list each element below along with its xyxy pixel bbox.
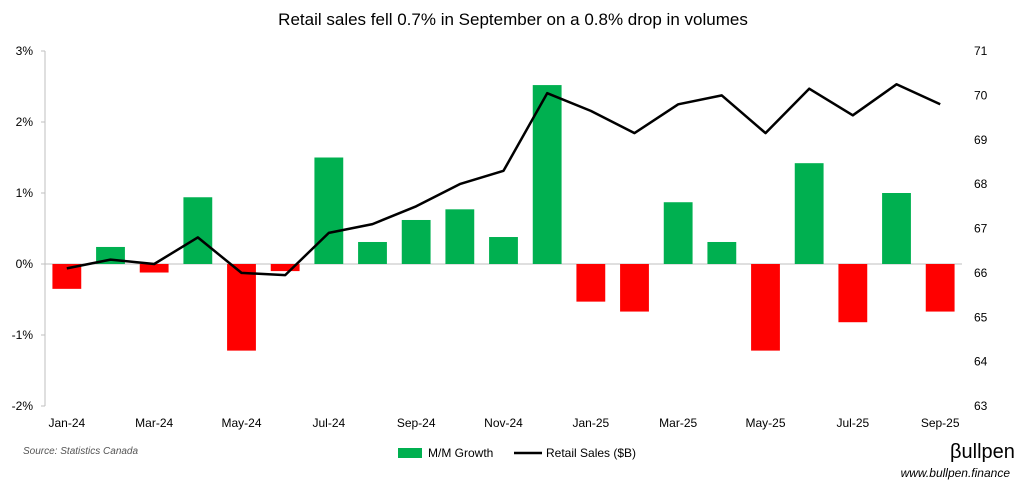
bar-Jun-24 <box>270 264 300 272</box>
right-tick-label: 67 <box>974 222 988 236</box>
bar-Aug-24 <box>358 241 387 264</box>
bar-Jun-25 <box>794 163 824 264</box>
right-tick-label: 68 <box>974 177 988 191</box>
left-tick-label: 1% <box>16 186 34 200</box>
x-tick-label: Mar-24 <box>135 416 173 430</box>
bar-Feb-25 <box>620 264 649 312</box>
bar-Sep-24 <box>401 219 431 264</box>
bar-Nov-24 <box>489 237 518 264</box>
bar-May-24 <box>227 264 256 351</box>
x-tick-label: Jan-24 <box>48 416 85 430</box>
right-tick-label: 64 <box>974 355 988 369</box>
bar-Dec-24 <box>532 85 562 264</box>
right-tick-label: 63 <box>974 399 988 413</box>
x-tick-label: Mar-25 <box>659 416 697 430</box>
x-tick-label: Nov-24 <box>484 416 523 430</box>
left-tick-label: -1% <box>12 328 34 342</box>
x-tick-label: May-25 <box>745 416 785 430</box>
x-tick-label: Jan-25 <box>572 416 609 430</box>
x-tick-label: Sep-25 <box>921 416 960 430</box>
bar-Mar-25 <box>663 202 693 264</box>
right-tick-label: 69 <box>974 133 988 147</box>
legend-label-sales: Retail Sales ($B) <box>546 446 636 460</box>
legend-label-growth: M/M Growth <box>428 446 493 460</box>
bar-Aug-25 <box>882 193 911 264</box>
x-tick-label: Jul-25 <box>836 416 869 430</box>
bullpen-logo: βullpen <box>950 441 1015 463</box>
bar-Apr-24 <box>183 197 213 264</box>
bar-Oct-24 <box>445 209 475 264</box>
x-tick-label: Sep-24 <box>397 416 436 430</box>
right-tick-label: 66 <box>974 266 988 280</box>
left-tick-label: -2% <box>12 399 34 413</box>
chart-title: Retail sales fell 0.7% in September on a… <box>278 10 748 29</box>
bar-Jan-25 <box>576 264 606 302</box>
bar-Jul-24 <box>314 157 344 264</box>
left-tick-label: 2% <box>16 115 34 129</box>
x-tick-label: May-24 <box>221 416 261 430</box>
right-tick-label: 70 <box>974 88 988 102</box>
right-axis-ticks: 63 64 65 66 67 68 69 70 71 <box>974 44 988 413</box>
legend: M/M Growth Retail Sales ($B) <box>398 446 636 460</box>
left-tick-label: 0% <box>16 257 34 271</box>
retail-sales-line-layer <box>66 83 941 277</box>
bar-Jul-25 <box>838 264 868 323</box>
right-tick-label: 71 <box>974 44 988 58</box>
right-tick-label: 65 <box>974 310 988 324</box>
legend-swatch-growth <box>398 448 422 458</box>
x-axis-ticks: Jan-24 Mar-24 May-24 Jul-24 Sep-24 Nov-24 Jan-… <box>48 416 959 430</box>
x-tick-label: Jul-24 <box>312 416 345 430</box>
bar-Apr-25 <box>707 241 737 264</box>
left-tick-label: 3% <box>16 44 34 58</box>
left-axis-ticks: -2% -1% 0% 1% 2% 3% <box>12 44 45 413</box>
bar-Mar-24 <box>139 264 169 273</box>
bar-May-25 <box>751 264 780 351</box>
source-note: Source: Statistics Canada <box>23 446 138 457</box>
growth-bars <box>52 85 955 351</box>
retail-sales-line <box>66 83 941 277</box>
website-url: www.bullpen.finance <box>901 466 1011 480</box>
bar-Sep-25 <box>925 264 955 312</box>
